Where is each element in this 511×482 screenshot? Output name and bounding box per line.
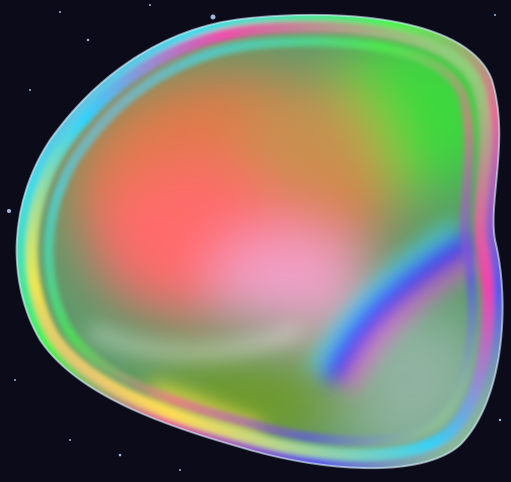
bubble-edge [15, 13, 504, 470]
stars [7, 4, 502, 471]
